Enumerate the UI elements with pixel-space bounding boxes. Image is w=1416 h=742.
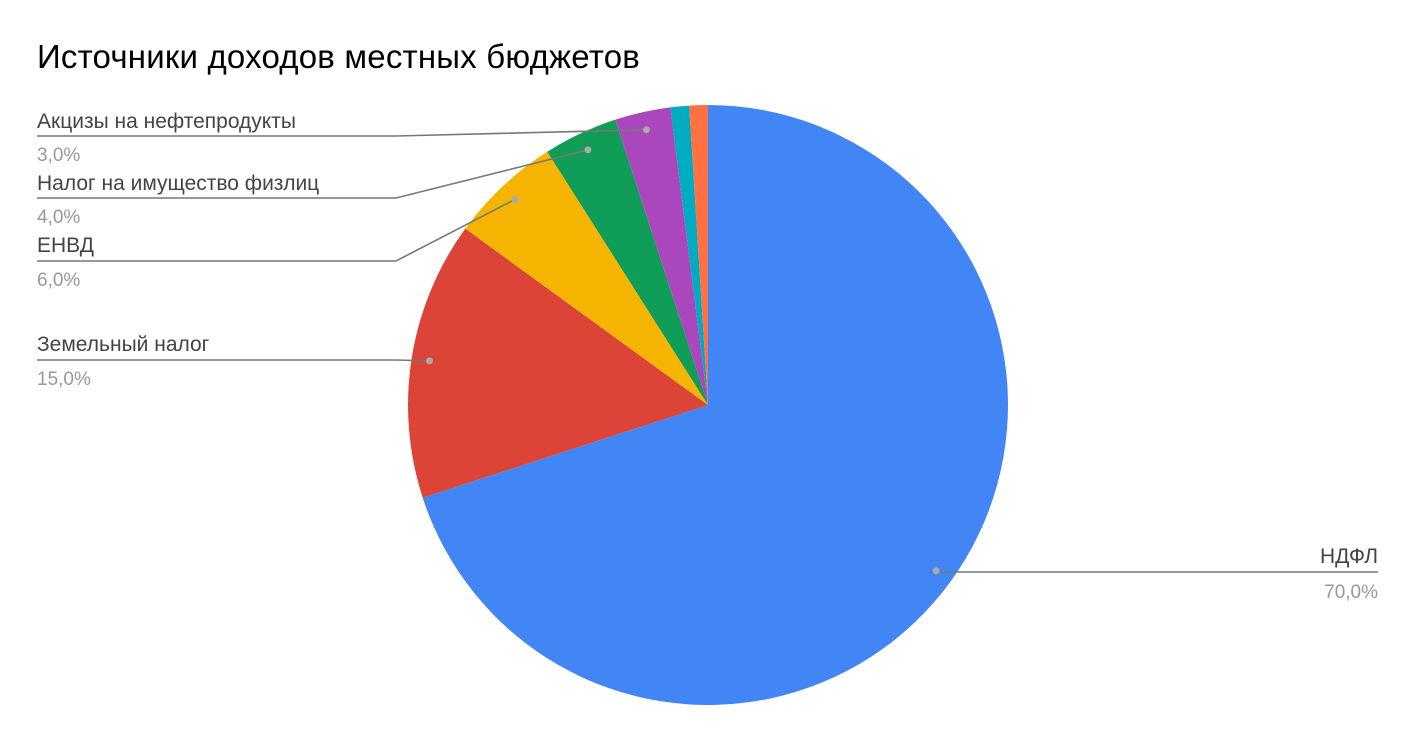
pie-slice-енвд	[465, 151, 708, 405]
chart-title: Источники доходов местных бюджетов	[37, 38, 640, 75]
slice-label-value: 6,0%	[37, 270, 80, 291]
slice-label-name: ЕНВД	[37, 234, 94, 257]
slice-label-name: НДФЛ	[1320, 545, 1378, 568]
leader-line	[37, 128, 647, 137]
pie-slice-налог-на-имущество-физлиц	[547, 119, 708, 405]
pie-slice-акцизы-на-нефтепродукты	[615, 107, 708, 405]
slice-label-value: 15,0%	[37, 369, 91, 390]
pie-slice-slice-6	[689, 105, 708, 405]
leader-line	[37, 198, 516, 262]
slice-label-name: Налог на имущество физлиц	[37, 172, 319, 195]
pie-slice-slice-5	[670, 105, 708, 405]
slice-label-value: 4,0%	[37, 207, 80, 228]
pie-slice-земельный-налог	[408, 228, 708, 498]
pie-slices	[408, 105, 1008, 705]
slice-label-ндфл: НДФЛ 70,0%	[929, 545, 1378, 603]
leader-line	[37, 149, 589, 199]
slice-label-енвд: ЕНВД 6,0%	[37, 195, 519, 291]
leader-line	[929, 569, 1378, 573]
leader-dot	[511, 195, 519, 203]
pie-slice-ндфл	[422, 105, 1008, 705]
slice-label-name: Земельный налог	[37, 333, 210, 356]
slice-label-value: 3,0%	[37, 145, 80, 166]
slice-label-налог-на-имущество-физлиц: Налог на имущество физлиц 4,0%	[37, 146, 592, 228]
pie-labels: НДФЛ 70,0% Земельный налог 15,0% ЕНВД 6,0% Нал…	[37, 110, 1378, 603]
leader-dot	[425, 357, 433, 365]
slice-label-value: 70,0%	[1324, 582, 1378, 603]
leader-dot	[642, 126, 650, 134]
slice-label-name: Акцизы на нефтепродукты	[37, 110, 296, 133]
leader-dot	[584, 146, 592, 154]
slice-label-акцизы-на-нефтепродукты: Акцизы на нефтепродукты 3,0%	[37, 110, 650, 166]
leader-dot	[932, 567, 940, 575]
leader-line	[37, 359, 430, 362]
slice-label-земельный-налог: Земельный налог 15,0%	[37, 333, 433, 390]
